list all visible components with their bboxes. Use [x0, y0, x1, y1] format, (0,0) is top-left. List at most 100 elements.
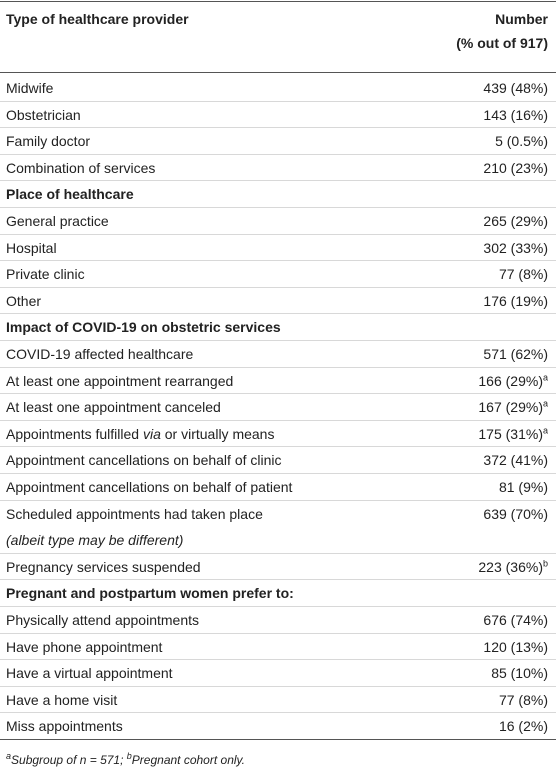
row-rule [0, 127, 556, 128]
value-text: 175 (31%) [478, 426, 543, 442]
section-heading: Pregnant and postpartum women prefer to: [6, 585, 294, 601]
footnote-text: Pregnant cohort only. [131, 753, 245, 767]
row-value: 571 (62%) [483, 345, 548, 363]
row-label: Pregnancy services suspended [6, 559, 201, 575]
row-label: At least one appointment rearranged [6, 373, 234, 389]
row-rule [0, 633, 556, 634]
value-text: 372 (41%) [483, 452, 548, 468]
value-text: 210 (23%) [483, 160, 548, 176]
row-label: Appointments fulfilled via or virtually … [6, 425, 274, 443]
row-value: 676 (74%) [483, 611, 548, 629]
row-rule [0, 606, 556, 607]
row-value: 639 (70%) [483, 505, 548, 523]
row-label: Obstetrician [6, 107, 81, 123]
row-label: Midwife [6, 80, 54, 96]
row-label: Miss appointments [6, 718, 123, 734]
label-part: or virtually means [160, 426, 275, 442]
header-col1: Type of healthcare provider [6, 11, 189, 27]
value-text: 167 (29%) [478, 399, 543, 415]
footnote-mark: a [542, 398, 548, 409]
row-rule [0, 446, 556, 447]
value-text: 16 (2%) [498, 718, 548, 734]
value-text: 5 (0.5%) [495, 133, 548, 149]
row-value: 302 (33%) [483, 239, 548, 257]
value-text: 85 (10%) [491, 665, 548, 681]
row-rule [0, 287, 556, 288]
top-rule [0, 1, 556, 2]
row-label: Hospital [6, 240, 57, 256]
row-label: General practice [6, 213, 109, 229]
row-rule [0, 712, 556, 713]
row-value: 372 (41%) [483, 451, 548, 469]
header-rule [0, 72, 556, 73]
row-value: 176 (19%) [483, 292, 548, 310]
bottom-rule [0, 739, 556, 740]
value-text: 176 (19%) [483, 293, 548, 309]
row-rule [0, 207, 556, 208]
row-label: Combination of services [6, 160, 156, 176]
row-label: Physically attend appointments [6, 612, 199, 628]
row-label: Have phone appointment [6, 639, 163, 655]
row-rule [0, 367, 556, 368]
row-rule [0, 234, 556, 235]
row-rule [0, 101, 556, 102]
value-text: 143 (16%) [483, 107, 548, 123]
value-text: 571 (62%) [483, 346, 548, 362]
footnote-mark: a [6, 751, 12, 761]
row-rule [0, 154, 556, 155]
row-label: Appointment cancellations on behalf of c… [6, 452, 282, 468]
row-value: 77 (8%) [499, 691, 548, 709]
value-text: 302 (33%) [483, 240, 548, 256]
row-rule [0, 420, 556, 421]
row-rule [0, 180, 556, 181]
label-part: via [142, 426, 161, 442]
footnote-text: Subgroup of n = 571; [11, 753, 127, 767]
row-label: Have a home visit [6, 692, 118, 708]
value-text: 676 (74%) [483, 612, 548, 628]
row-value: 439 (48%) [483, 79, 548, 97]
header-col2-line2: (% out of 917) [456, 35, 548, 51]
row-value: 265 (29%) [483, 212, 548, 230]
header-col2-line1: Number [495, 11, 548, 27]
row-rule [0, 500, 556, 501]
row-label: Appointment cancellations on behalf of p… [6, 479, 293, 495]
footnote-mark: a [542, 372, 548, 383]
row-value: 166 (29%)a [478, 372, 548, 390]
footnote-mark: b [126, 751, 132, 761]
value-text: 265 (29%) [483, 213, 548, 229]
row-label: Family doctor [6, 133, 91, 149]
row-value: 120 (13%) [483, 638, 548, 656]
value-text: 223 (36%) [478, 559, 543, 575]
row-value: 81 (9%) [499, 478, 548, 496]
row-rule [0, 686, 556, 687]
row-label: Have a virtual appointment [6, 665, 173, 681]
row-rule [0, 473, 556, 474]
row-value: 5 (0.5%) [495, 132, 548, 150]
row-value: 77 (8%) [499, 265, 548, 283]
row-rule [0, 553, 556, 554]
row-rule [0, 340, 556, 341]
row-label: At least one appointment canceled [6, 399, 221, 415]
footnote-mark: b [542, 558, 548, 569]
row-value: 175 (31%)a [478, 425, 548, 443]
row-value: 167 (29%)a [478, 398, 548, 416]
value-text: 77 (8%) [498, 266, 548, 282]
value-text: 166 (29%) [478, 373, 543, 389]
value-text: 439 (48%) [483, 80, 548, 96]
value-text: 639 (70%) [483, 506, 548, 522]
value-text: 81 (9%) [498, 479, 548, 495]
label-part: Appointments fulfilled [6, 426, 143, 442]
row-rule [0, 260, 556, 261]
row-label: COVID-19 affected healthcare [6, 346, 194, 362]
row-rule [0, 659, 556, 660]
row-label: Scheduled appointments had taken place [6, 506, 263, 522]
value-text: 120 (13%) [483, 639, 548, 655]
section-heading: Impact of COVID-19 on obstetric services [6, 319, 281, 335]
row-label: Other [6, 293, 42, 309]
section-heading: Place of healthcare [6, 186, 134, 202]
row-rule [0, 579, 556, 580]
row-value: 16 (2%) [499, 717, 548, 735]
row-note: (albeit type may be different) [6, 532, 184, 548]
row-value: 223 (36%)b [478, 558, 548, 576]
